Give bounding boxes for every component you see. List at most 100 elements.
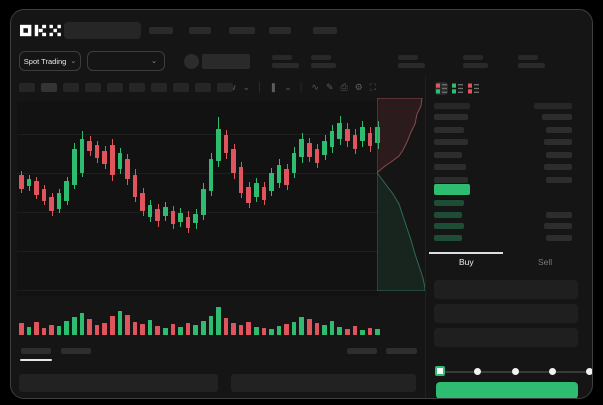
gridline [17, 212, 379, 213]
gridline [17, 134, 379, 135]
timeframe-button[interactable] [85, 83, 101, 92]
total-input[interactable] [434, 328, 578, 347]
chevron-down-icon[interactable]: ⌄ [284, 82, 292, 92]
stat-value [311, 63, 336, 68]
stat-value [463, 63, 488, 68]
candle [87, 141, 92, 151]
chevron-down-icon[interactable]: ⌄ [242, 82, 251, 92]
bid-amount [546, 211, 572, 218]
candle [216, 129, 221, 161]
volume-bar [79, 313, 85, 335]
timeframe-button[interactable] [151, 83, 167, 92]
candle [170, 211, 176, 224]
volume-bar [337, 327, 342, 335]
volume-bar [41, 328, 47, 335]
divider: │ [257, 82, 263, 92]
slider-dot[interactable] [511, 368, 519, 375]
ask-price[interactable] [434, 114, 468, 120]
chart-footer-item[interactable] [386, 348, 417, 354]
stat-value [518, 63, 545, 68]
timeframe-button[interactable] [107, 83, 123, 92]
timeframe-button[interactable] [173, 83, 189, 92]
stat-label [272, 55, 292, 60]
slider-handle[interactable] [435, 366, 445, 376]
timeframe-button[interactable] [217, 83, 233, 92]
volume-bar [125, 315, 130, 335]
ask-price[interactable] [434, 139, 468, 145]
timeframe-button[interactable] [41, 83, 57, 92]
bid-price[interactable] [434, 234, 462, 241]
amount-input[interactable] [434, 304, 578, 323]
ask-price[interactable] [434, 151, 462, 158]
chevron-down-icon: ⌄ [151, 58, 157, 65]
market-type-selector[interactable]: Spot Trading ⌄ [19, 51, 81, 71]
pair-selector[interactable]: ⌄ [87, 51, 165, 71]
fullscreen-icon[interactable]: ⛶ [369, 82, 377, 92]
orderbook-bids-icon[interactable] [451, 82, 464, 95]
bottom-panel-right[interactable] [231, 374, 416, 392]
price-input[interactable] [434, 280, 578, 299]
volume-bar [223, 318, 229, 335]
indicator-wave-icon[interactable]: ∿ [311, 82, 319, 92]
orderbook-both-icon[interactable] [435, 82, 448, 95]
ask-amount [546, 126, 572, 133]
timeframe-button[interactable] [195, 83, 211, 92]
slider-dot[interactable] [474, 368, 482, 375]
ask-price[interactable] [434, 126, 464, 133]
candle [238, 167, 244, 193]
timeframe-button[interactable] [129, 83, 145, 92]
settings-gear-icon[interactable]: ⚙ [354, 82, 363, 92]
ob-header-price [434, 103, 470, 109]
orderbook-last-price[interactable] [434, 184, 470, 195]
orderbook-asks-icon[interactable] [467, 82, 480, 95]
tab-buy[interactable]: Buy [459, 257, 474, 267]
candle [276, 165, 282, 183]
nav-item[interactable] [149, 27, 173, 34]
volume-bar [19, 323, 24, 335]
nav-item[interactable] [269, 27, 291, 34]
candle [140, 193, 145, 211]
nav-item[interactable] [313, 27, 337, 34]
draw-pencil-icon[interactable]: ✎ [325, 82, 334, 92]
search-input[interactable] [64, 22, 141, 39]
nav-item[interactable] [229, 27, 255, 34]
tab-sell[interactable]: Sell [538, 257, 553, 267]
chart-footer-item[interactable] [347, 348, 377, 354]
volume-bar [246, 322, 251, 335]
candle [307, 143, 312, 157]
bottom-tab[interactable] [61, 348, 91, 354]
candlestick-chart[interactable] [17, 101, 380, 296]
volume-bar [102, 323, 107, 335]
bid-price[interactable] [434, 200, 464, 206]
volume-bar [307, 319, 312, 335]
slider-dot[interactable] [548, 368, 556, 375]
stat-label [463, 55, 483, 60]
chart-tools: ᴡ⌄│❚⌄│∿✎⎙⚙⛶ [229, 81, 376, 93]
volume-bar [185, 323, 191, 335]
ask-price[interactable] [434, 176, 468, 183]
candle-type-icon[interactable]: ❚ [269, 82, 278, 92]
timeframe-button[interactable] [19, 83, 35, 92]
gridline [17, 290, 379, 291]
okx-logo [20, 24, 61, 37]
coin-icon [184, 54, 199, 69]
candle [352, 135, 358, 149]
active-tab-indicator [429, 252, 503, 254]
candle [34, 181, 39, 195]
camera-icon[interactable]: ⎙ [340, 82, 348, 92]
candle [185, 217, 191, 228]
bottom-panel-left[interactable] [19, 374, 218, 392]
bid-price[interactable] [434, 211, 462, 218]
ask-price[interactable] [434, 164, 466, 170]
buy-submit-button[interactable] [436, 382, 578, 398]
nav-item[interactable] [189, 27, 211, 34]
bottom-tab[interactable] [21, 348, 51, 354]
volume-bar [49, 325, 54, 335]
slider-dot[interactable] [586, 368, 592, 375]
volume-bar [216, 307, 221, 335]
bid-price[interactable] [434, 223, 464, 229]
timeframe-button[interactable] [63, 83, 79, 92]
candle [178, 213, 183, 222]
candle [261, 187, 267, 200]
ask-amount [546, 176, 572, 183]
